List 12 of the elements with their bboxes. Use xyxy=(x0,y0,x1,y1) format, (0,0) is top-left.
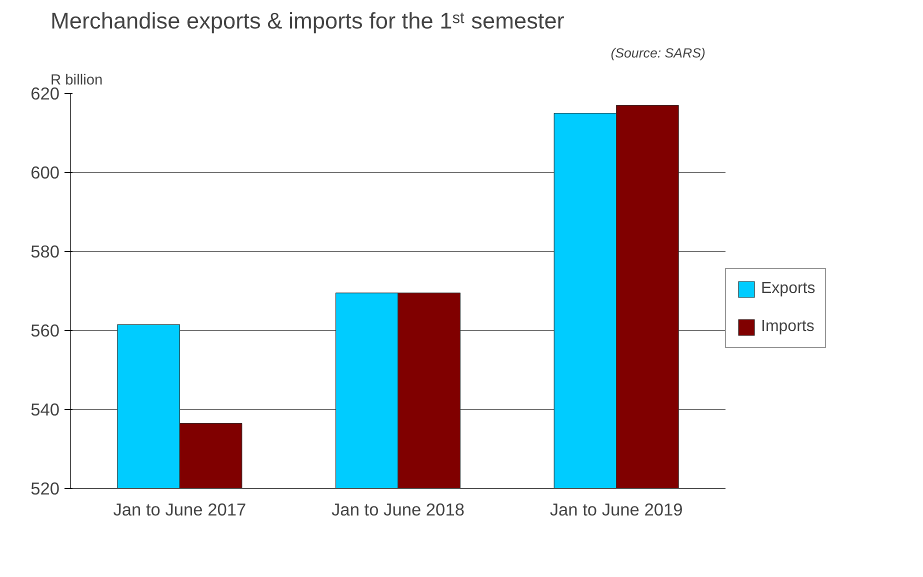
y-tick-label: 520 xyxy=(30,478,60,498)
x-tick-label: Jan to June 2018 xyxy=(332,500,464,520)
y-tick-label: 560 xyxy=(30,320,60,340)
legend-label: Imports xyxy=(761,318,814,336)
y-tick-label: 600 xyxy=(30,162,60,182)
text: (Source: SARS) xyxy=(610,46,706,60)
x-tick-label: Jan to June 2019 xyxy=(550,500,683,520)
chart-title: Merchandise exports & imports for the 1ˢᵗ semester xyxy=(50,8,565,34)
x-tick-label: Jan to June 2017 xyxy=(113,500,246,520)
y-tick-label: 580 xyxy=(30,242,60,262)
y-tick-label: 540 xyxy=(30,400,60,420)
legend-label: Exports xyxy=(761,280,816,298)
